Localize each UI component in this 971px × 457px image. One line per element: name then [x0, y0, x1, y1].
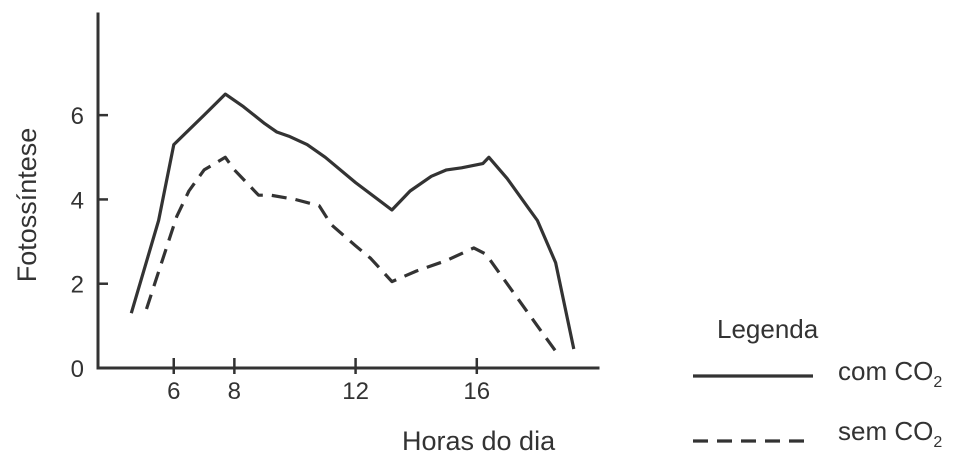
series-line-dashed: [144, 155, 557, 353]
y-tick-label-4: 4: [71, 187, 84, 214]
y-tick-label-2: 2: [71, 272, 84, 299]
y-tick-label-0: 0: [71, 356, 84, 383]
x-axis-title: Horas do dia: [402, 426, 556, 456]
y-axis-title: Fotossíntese: [12, 128, 42, 283]
series-layer: [129, 92, 576, 353]
series-line-solid: [129, 92, 576, 350]
legend-entry-com-co2: com CO2: [838, 356, 942, 391]
legend-entry-sem-co2-subscript: 2: [933, 434, 942, 451]
legend-entry-sem-co2: sem CO2: [838, 416, 942, 451]
legend: Legenda com CO2 sem CO2: [693, 314, 942, 451]
x-tick-label-16: 16: [463, 378, 490, 405]
legend-entry-sem-co2-text: sem CO: [838, 416, 933, 446]
ticks: 6 8 12 16 0 2 4 6: [71, 103, 490, 405]
y-tick-label-6: 6: [71, 103, 84, 130]
x-tick-label-12: 12: [342, 378, 369, 405]
legend-title: Legenda: [717, 314, 819, 344]
legend-entry-com-co2-text: com CO: [838, 356, 933, 386]
x-tick-label-8: 8: [228, 378, 241, 405]
axes: [96, 12, 600, 370]
legend-entry-com-co2-subscript: 2: [933, 374, 942, 391]
x-tick-label-6: 6: [167, 378, 180, 405]
